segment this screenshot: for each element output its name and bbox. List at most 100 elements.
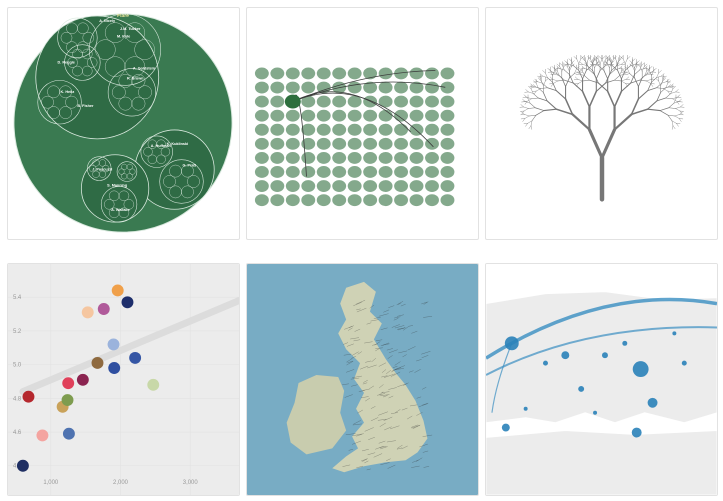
tree-branch: [598, 56, 603, 60]
city-dot: [501, 423, 510, 432]
tree-branch: [665, 83, 669, 89]
member-label: D. Reggie: [58, 61, 75, 65]
grid-node: [425, 137, 439, 150]
tree-branch: [621, 61, 625, 65]
tree-branch: [624, 71, 628, 75]
circle-packing-thumbnail[interactable]: Flare A. Nicely J.M. Tucker M. Kyle D. Reggi…: [7, 7, 240, 240]
grid-node: [440, 67, 455, 80]
road-stroke: [383, 416, 393, 421]
tree-branch: [530, 125, 533, 130]
tree-branch: [613, 113, 633, 131]
leaf-circle: [67, 57, 78, 68]
tree-branch: [550, 83, 554, 87]
road-stroke: [364, 460, 369, 464]
road-stroke: [391, 324, 400, 328]
road-stroke: [345, 433, 356, 435]
road-stroke: [347, 327, 353, 331]
road-stroke: [388, 395, 394, 399]
tree-branch: [661, 73, 665, 77]
tree-branch: [619, 56, 623, 60]
leaf-circle: [181, 185, 194, 199]
city-dot: [622, 340, 628, 346]
tree-branch: [557, 79, 565, 82]
tree-branch: [527, 120, 533, 124]
road-stroke: [365, 360, 372, 363]
tree-branch: [574, 68, 577, 74]
tree-branch: [674, 115, 680, 119]
grid-node: [394, 109, 409, 122]
flow-map-thumbnail[interactable]: [485, 263, 718, 496]
tree-branch: [625, 58, 628, 64]
grid-node: [347, 81, 362, 94]
road-stroke: [412, 459, 419, 463]
uk-map-thumbnail[interactable]: [246, 263, 479, 496]
road-stroke: [352, 423, 362, 426]
road-stroke: [378, 313, 389, 317]
grid-node: [254, 194, 269, 207]
grid-node: [440, 137, 455, 150]
tree-branch: [526, 97, 532, 99]
y-tick-label: 5.2: [13, 329, 21, 335]
road-stroke: [388, 305, 395, 308]
tree-branch: [582, 58, 586, 62]
grid-node: [254, 81, 269, 94]
road-stroke: [418, 403, 428, 407]
grid-node: [332, 67, 347, 80]
fractal-tree-thumbnail[interactable]: [485, 7, 718, 240]
tree-branch: [565, 61, 570, 65]
data-point: [129, 351, 142, 364]
road-stroke: [352, 433, 362, 436]
road-stroke: [347, 360, 353, 364]
tree-branch: [676, 101, 680, 105]
leaf-circle: [118, 190, 130, 201]
grid-node: [316, 137, 331, 150]
tree-branch: [673, 101, 679, 104]
grid-node: [254, 151, 269, 164]
tree-branch: [614, 79, 622, 82]
tree-branch: [531, 114, 537, 122]
tree-branch: [667, 84, 672, 88]
tree-branch: [607, 58, 611, 62]
road-stroke: [361, 458, 368, 462]
leaf-circle: [124, 22, 145, 43]
road-stroke: [395, 409, 401, 413]
tree-branch: [667, 114, 673, 122]
tree-branch: [629, 63, 633, 67]
tree-branch: [576, 71, 580, 75]
leaf-circle: [131, 74, 146, 88]
tree-branch: [605, 79, 615, 84]
grid-node: [409, 109, 424, 122]
tree-branch: [551, 66, 555, 70]
member-label: J.M. Tucker: [120, 27, 141, 31]
leaf-circle: [104, 199, 115, 210]
road-stroke: [380, 327, 388, 330]
road-stroke: [364, 427, 374, 432]
road-stroke: [366, 322, 372, 325]
road-stroke: [387, 464, 396, 469]
road-stroke: [352, 375, 362, 378]
tree-branch: [620, 56, 624, 60]
grid-node: [425, 166, 439, 178]
active-node: [284, 94, 301, 109]
road-stroke: [375, 348, 380, 352]
member-label: A. Wallace: [111, 208, 130, 212]
node-grid-thumbnail[interactable]: [246, 7, 479, 240]
tree-branch: [644, 65, 648, 69]
road-stroke: [348, 325, 354, 328]
tree-branch: [596, 60, 600, 64]
grid-node: [378, 151, 393, 164]
road-stroke: [370, 319, 379, 322]
tree-branch: [582, 70, 585, 76]
road-stroke: [378, 391, 384, 396]
tree-branch: [620, 82, 632, 92]
grid-node: [409, 151, 424, 164]
road-stroke: [394, 316, 401, 319]
grid-node: [332, 109, 347, 122]
tree-branch: [526, 98, 532, 102]
road-stroke: [361, 396, 369, 399]
road-stroke: [397, 444, 403, 449]
tree-branch: [678, 98, 682, 102]
data-point: [61, 394, 74, 406]
tree-branch: [680, 104, 684, 108]
